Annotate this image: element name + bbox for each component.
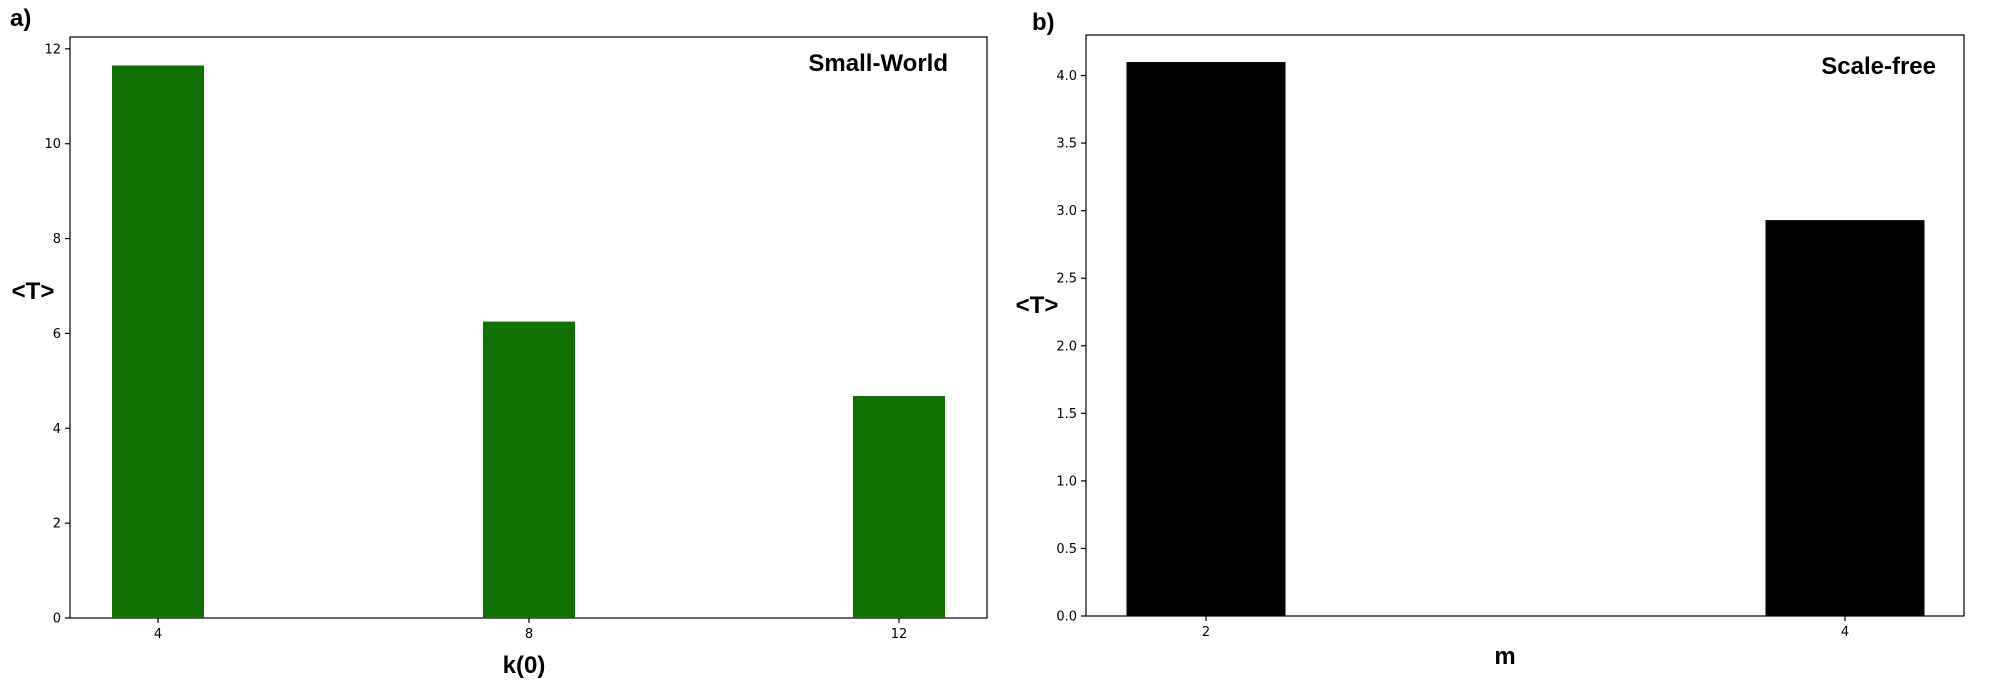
y-tick-label-a: 10 bbox=[44, 137, 61, 152]
y-tick-label-b: 2.5 bbox=[1056, 272, 1077, 287]
y-ticks-b: 0.0 0.5 1.0 1.5 2.0 2.5 3.0 3.5 4.0 bbox=[1056, 69, 1086, 625]
y-axis-label-a: <T> bbox=[12, 278, 55, 305]
chart-title-a: Small-World bbox=[808, 50, 948, 77]
x-tick-label-a: 8 bbox=[525, 627, 533, 642]
y-tick-label-a: 6 bbox=[53, 327, 61, 342]
x-tick-label-b: 4 bbox=[1841, 625, 1849, 640]
y-tick-label-b: 3.5 bbox=[1056, 137, 1077, 152]
y-tick-label-a: 12 bbox=[44, 42, 61, 57]
chart-title-b: Scale-free bbox=[1821, 53, 1936, 80]
bar-b-4 bbox=[1765, 220, 1925, 616]
y-tick-label-a: 4 bbox=[53, 422, 61, 437]
y-tick-label-b: 1.0 bbox=[1056, 474, 1077, 489]
bar-a-12 bbox=[853, 396, 945, 618]
y-ticks-a: 0 2 4 6 8 10 12 bbox=[44, 42, 70, 627]
y-axis-label-b: <T> bbox=[1016, 292, 1059, 319]
chart-panel-scale-free: b) Scale-free m <T> 0.0 0.5 1.0 1.5 2.0 2.5 3.… bbox=[1016, 9, 1965, 670]
bar-a-8 bbox=[483, 321, 575, 618]
bars-group-b bbox=[1126, 62, 1925, 616]
x-tick-label-b: 2 bbox=[1202, 625, 1210, 640]
x-ticks-a: 4 8 12 bbox=[154, 618, 907, 642]
x-tick-label-a: 12 bbox=[891, 627, 908, 642]
y-tick-label-b: 3.0 bbox=[1056, 204, 1077, 219]
x-axis-label-a: k(0) bbox=[503, 652, 546, 679]
panel-label-a: a) bbox=[10, 5, 31, 32]
x-axis-label-b: m bbox=[1494, 643, 1515, 670]
y-tick-label-b: 0.5 bbox=[1056, 542, 1077, 557]
bar-a-4 bbox=[112, 65, 204, 618]
y-tick-label-a: 8 bbox=[53, 232, 61, 247]
bars-group-a bbox=[112, 65, 945, 618]
y-tick-label-b: 1.5 bbox=[1056, 407, 1077, 422]
y-tick-label-a: 2 bbox=[53, 517, 61, 532]
chart-panel-small-world: a) Small-World k(0) <T> 0 2 4 6 8 10 12 4 8 12 bbox=[10, 5, 988, 679]
y-tick-label-b: 2.0 bbox=[1056, 339, 1077, 354]
y-tick-label-b: 0.0 bbox=[1056, 610, 1077, 625]
panel-label-b: b) bbox=[1032, 9, 1055, 36]
plot-frame-b bbox=[1085, 34, 1965, 617]
y-tick-label-a: 0 bbox=[53, 612, 61, 627]
x-tick-label-a: 4 bbox=[154, 627, 162, 642]
bar-b-2 bbox=[1126, 62, 1286, 616]
y-tick-label-b: 4.0 bbox=[1056, 69, 1077, 84]
